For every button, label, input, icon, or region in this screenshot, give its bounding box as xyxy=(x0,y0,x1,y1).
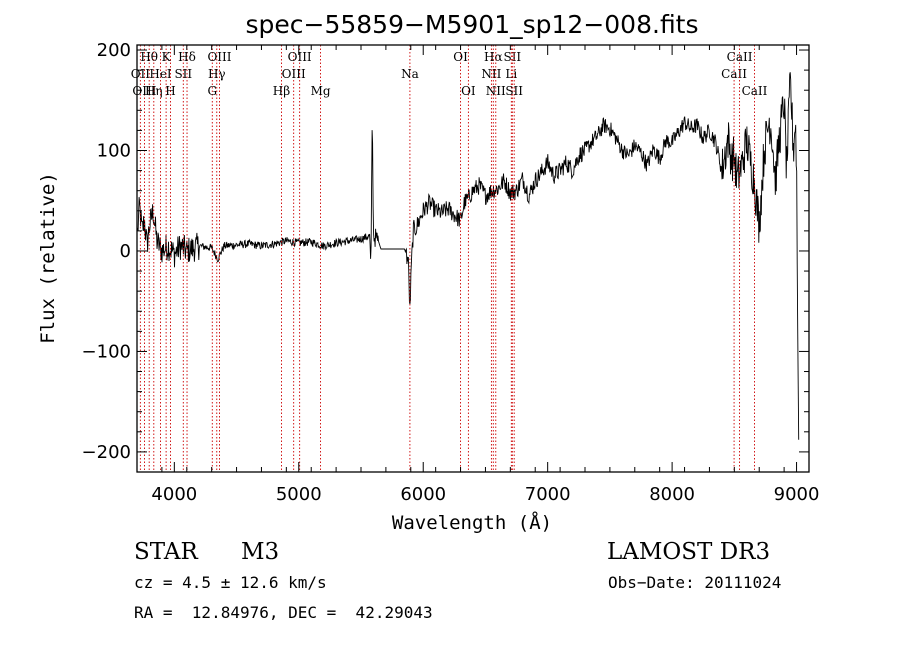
x-tick-label: 6000 xyxy=(400,484,446,505)
spectral-line-label: OII xyxy=(131,67,151,81)
spectral-line-label: CaII xyxy=(727,50,753,64)
spectral-line-label: Na xyxy=(401,67,419,81)
spectral-line-label: SII xyxy=(505,84,523,98)
y-tick-label: 100 xyxy=(97,140,131,161)
spectral-line-label: OIII xyxy=(207,50,231,64)
plot-frame xyxy=(136,44,810,473)
spectral-line-label: HeI xyxy=(149,67,172,81)
spectral-line-label: K xyxy=(162,50,172,64)
spectral-line-label: Hδ xyxy=(178,50,196,64)
coordinates: RA = 12.84976, DEC = 42.29043 xyxy=(134,603,433,622)
plot-area xyxy=(137,72,800,440)
spectral-line-label: OIII xyxy=(282,67,306,81)
spectral-line-label: H xyxy=(165,84,175,98)
spectral-line-label: OI xyxy=(461,84,476,98)
y-axis-label: Flux (relative) xyxy=(37,172,59,344)
spectral-line-label: G xyxy=(207,84,217,98)
spectral-line-label: OIII xyxy=(288,50,312,64)
spectral-line-label: OIII xyxy=(132,84,156,98)
spectral-line-label: Hβ xyxy=(273,84,290,98)
chart-title: spec−55859−M5901_sp12−008.fits xyxy=(245,10,698,39)
spectral-line-label: Hθ xyxy=(140,50,158,64)
spectral-line-label: NII xyxy=(481,67,501,81)
spectral-line-label: Mg xyxy=(311,84,331,98)
observation-date: Obs−Date: 20111024 xyxy=(608,573,782,592)
spectral-line-label: SII xyxy=(503,50,521,64)
spectral-line-label: Hγ xyxy=(208,67,226,81)
spectral-line-label: CaII xyxy=(721,67,747,81)
x-tick-label: 9000 xyxy=(774,484,820,505)
x-tick-label: 5000 xyxy=(276,484,322,505)
object-subclass: M3 xyxy=(241,539,280,565)
spectral-line-markers: HθOIIOIIIHηHeIKHSIIHδGHγOIIIHβOIIIOIIIMg… xyxy=(131,45,768,472)
y-tick-label: −200 xyxy=(82,442,131,463)
object-class: STAR xyxy=(134,539,198,565)
spectral-line-label: CaII xyxy=(742,84,768,98)
y-tick-label: −100 xyxy=(82,341,131,362)
x-tick-label: 4000 xyxy=(151,484,197,505)
y-tick-label: 200 xyxy=(97,40,131,61)
survey-name: LAMOST DR3 xyxy=(607,539,771,565)
redshift-velocity: cz = 4.5 ± 12.6 km/s xyxy=(134,573,327,592)
x-tick-label: 7000 xyxy=(525,484,571,505)
axis-ticks: 4000 5000 6000 7000 8000 9000 200 100 0 −100 −200 xyxy=(82,40,820,505)
x-axis-label: Wavelength (Å) xyxy=(392,511,552,534)
spectral-line-label: Hα xyxy=(484,50,503,64)
spectral-line-label: NII xyxy=(486,84,506,98)
spectral-line-label: SII xyxy=(174,67,192,81)
spectral-line-label: Hη xyxy=(145,84,163,98)
y-tick-label: 0 xyxy=(120,241,131,262)
spectrum-line xyxy=(137,72,800,440)
spectral-line-label: OI xyxy=(453,50,468,64)
spectral-line-label: Li xyxy=(505,67,517,81)
x-tick-label: 8000 xyxy=(649,484,695,505)
